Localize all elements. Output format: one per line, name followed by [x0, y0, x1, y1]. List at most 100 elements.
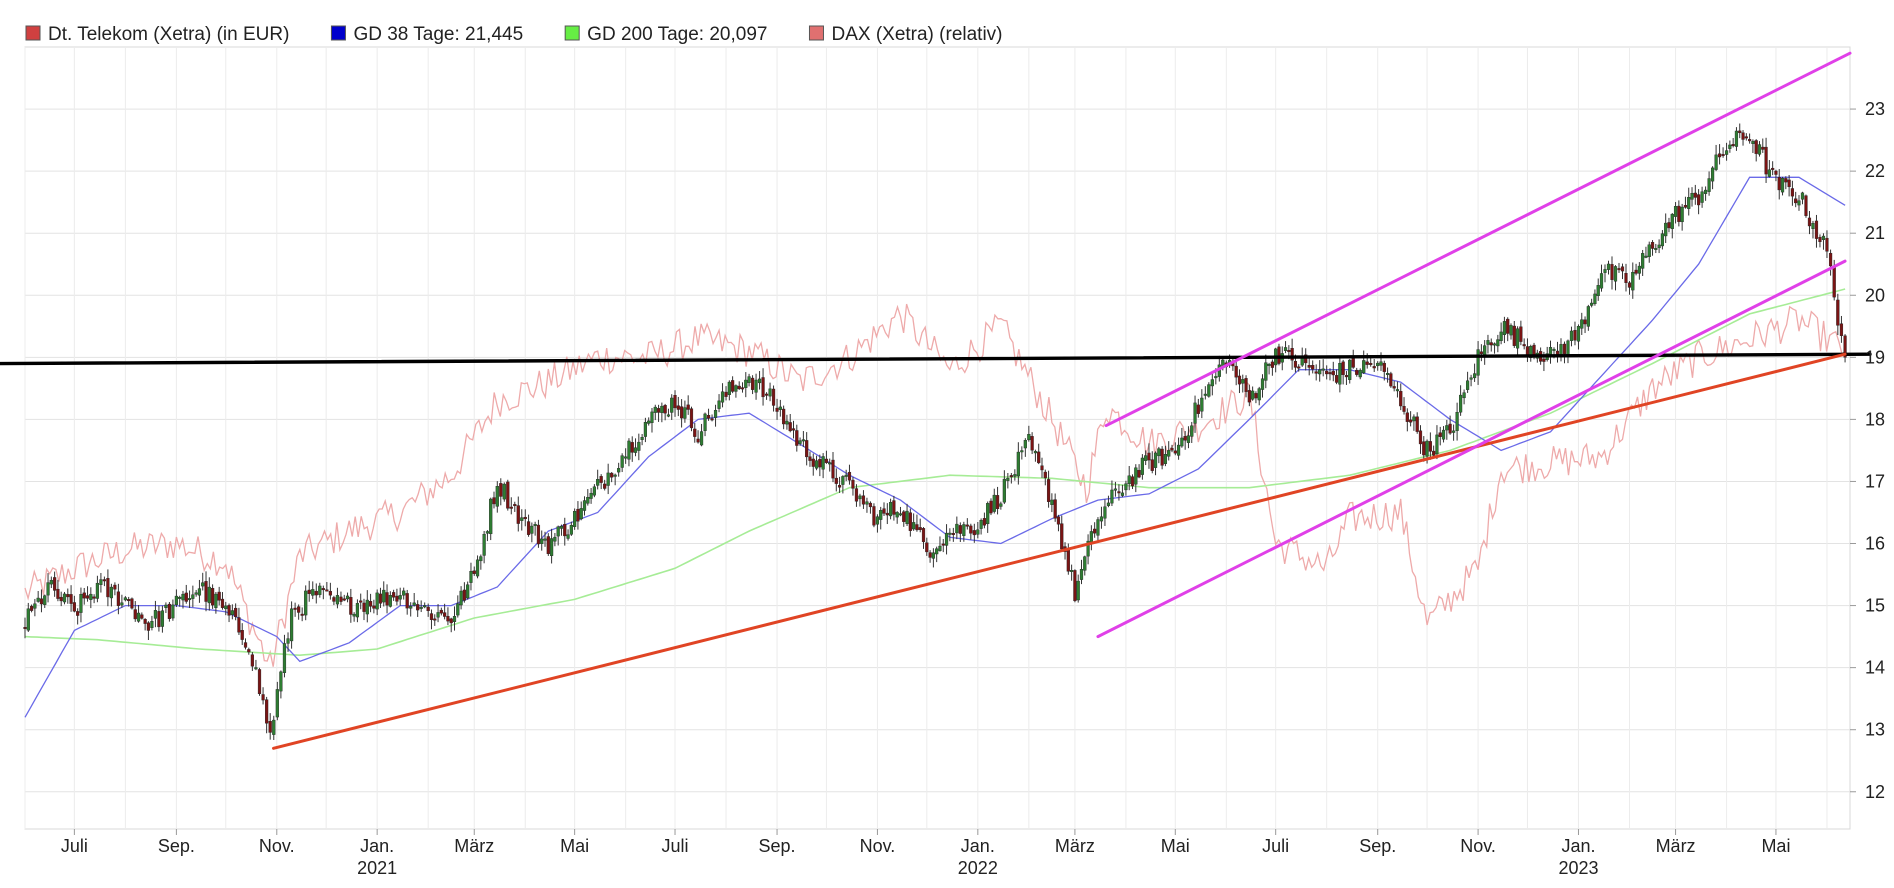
candle-body	[1670, 213, 1674, 229]
candle-body	[706, 415, 711, 419]
x-tick-label: Jan.	[360, 836, 394, 856]
candle-body	[962, 524, 966, 536]
candle-body	[328, 590, 332, 596]
candle-body	[1771, 167, 1775, 170]
candle-body	[1843, 335, 1847, 358]
legend-label: GD 38 Tage: 21,445	[353, 24, 523, 45]
candle-body	[123, 597, 127, 601]
candle-body	[1496, 339, 1500, 347]
y-tick-label: 15	[1865, 596, 1885, 616]
candle-body	[43, 595, 47, 605]
candle-body	[579, 508, 583, 520]
candle-body	[1207, 384, 1211, 397]
candle-body	[1839, 323, 1844, 336]
candle-body	[293, 607, 297, 610]
candle-body	[220, 598, 225, 608]
candle-body	[882, 508, 886, 514]
candle-body	[1392, 386, 1396, 389]
candle-body	[976, 529, 980, 535]
candle-body	[1203, 393, 1207, 396]
candle-body	[1173, 450, 1177, 454]
candle-body	[1193, 402, 1197, 424]
candle-body	[1163, 454, 1168, 464]
candle-body	[1170, 447, 1174, 451]
candle-body	[861, 495, 866, 505]
candle-body	[1790, 188, 1795, 197]
x-tick-label: Juli	[1262, 836, 1289, 856]
candle-body	[1073, 570, 1077, 602]
y-tick-label: 13	[1865, 720, 1885, 740]
candle-body	[1459, 394, 1463, 413]
candle-body	[332, 597, 336, 602]
candle-body	[46, 582, 50, 596]
candle-body	[1432, 450, 1436, 456]
candle-body	[1418, 430, 1423, 445]
candle-body	[1140, 457, 1144, 475]
candle-body	[1270, 361, 1274, 368]
candle-body	[1153, 452, 1158, 468]
candle-body	[1190, 425, 1194, 437]
legend-item: Dt. Telekom (Xetra) (in EUR)	[25, 24, 289, 45]
candle-body	[482, 533, 486, 556]
candle-body	[1379, 361, 1383, 366]
candle-body	[1657, 244, 1661, 249]
candle-body	[307, 589, 311, 594]
candle-body	[530, 525, 534, 534]
candle-body	[1117, 491, 1121, 494]
candle-body	[392, 592, 396, 598]
candle-body	[311, 589, 315, 596]
candle-body	[754, 379, 758, 393]
candle-body	[680, 406, 684, 419]
candle-body	[33, 603, 37, 609]
candle-body	[1499, 331, 1503, 341]
candle-body	[986, 503, 990, 525]
candle-body	[1677, 205, 1681, 222]
candle-body	[466, 584, 470, 599]
candle-body	[26, 608, 30, 631]
candle-body	[596, 479, 600, 486]
candle-body	[1083, 556, 1087, 571]
candle-body	[1738, 130, 1742, 134]
candle-body	[509, 506, 513, 509]
candle-body	[1277, 346, 1281, 364]
legend-swatch	[25, 25, 41, 41]
candle-body	[1509, 325, 1513, 336]
candle-body	[1486, 340, 1490, 345]
candle-body	[1634, 269, 1638, 274]
candle-body	[1157, 448, 1161, 457]
candle-body	[854, 488, 859, 502]
candle-body	[747, 376, 751, 383]
candle-body	[795, 430, 799, 446]
candle-body	[1492, 343, 1497, 346]
candle-body	[791, 428, 796, 431]
candle-body	[1610, 264, 1614, 280]
x-tick-label: Sep.	[158, 836, 195, 856]
candle-body	[1548, 347, 1553, 356]
candle-body	[1027, 434, 1031, 441]
candle-body	[613, 474, 617, 477]
candle-body	[1247, 390, 1251, 403]
candle-body	[1358, 369, 1362, 378]
candle-body	[1264, 362, 1268, 381]
candle-body	[536, 524, 541, 545]
candle-body	[925, 542, 929, 553]
candle-body	[885, 512, 889, 516]
candle-body	[279, 671, 283, 692]
candle-body	[526, 521, 531, 535]
candle-body	[286, 638, 290, 644]
candle-body	[1821, 235, 1826, 241]
candle-body	[895, 512, 899, 518]
candle-body	[1103, 506, 1107, 519]
candle-body	[355, 603, 360, 618]
candle-body	[1382, 362, 1386, 372]
candle-body	[395, 595, 399, 602]
x-tick-label: Juli	[61, 836, 88, 856]
candle-body	[1687, 197, 1691, 209]
candle-body	[1559, 344, 1563, 356]
candle-body	[1376, 362, 1380, 367]
candle-body	[1056, 516, 1061, 525]
candle-body	[912, 522, 916, 530]
candle-body	[1667, 222, 1671, 229]
candle-body	[824, 458, 829, 463]
